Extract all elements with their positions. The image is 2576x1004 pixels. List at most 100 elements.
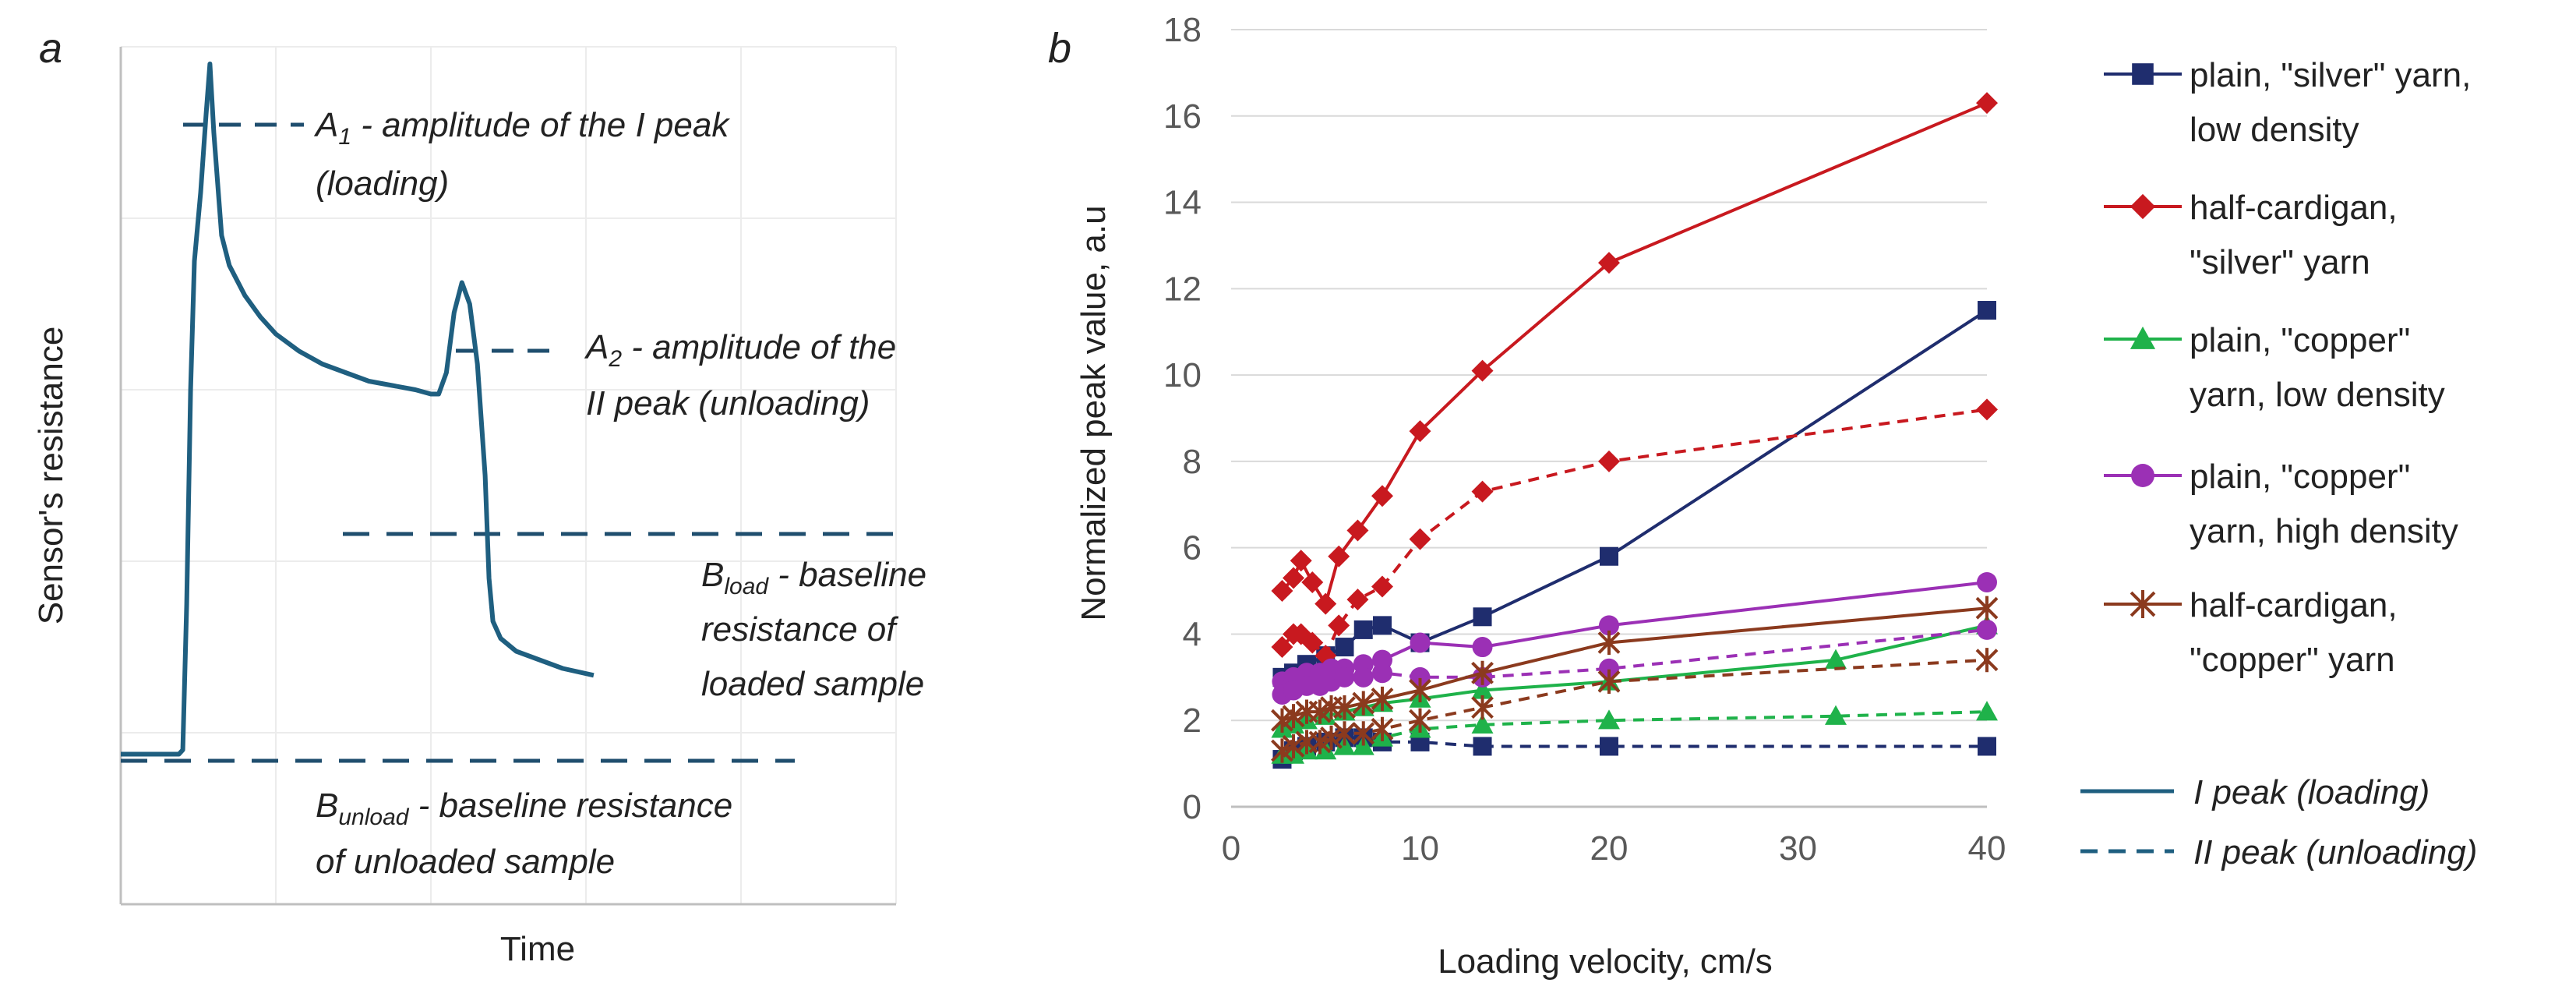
data-point xyxy=(1975,596,1999,620)
data-point xyxy=(1409,708,1431,733)
data-point xyxy=(1371,686,1394,712)
panel-b: b 0 2 4 6 8 10 12 14 16 18 0 10 20 30 40 Normalized p… xyxy=(1048,11,2477,981)
legend-entry-halfcardigan-copper: half-cardigan, "copper" yarn xyxy=(2104,586,2398,679)
data-point xyxy=(1333,695,1356,720)
bunload-annotation-line2: of unloaded sample xyxy=(316,843,615,881)
a1-annotation-line1: A1 - amplitude of the I peak xyxy=(313,106,730,150)
panel-b-x-tick-label: 0 xyxy=(1222,829,1240,868)
legend-label-line1: half-cardigan, xyxy=(2190,586,2398,624)
legend-label-line2: yarn, high density xyxy=(2190,512,2458,550)
legend-label-line1: plain, "copper" xyxy=(2190,321,2410,359)
series-halfcardigan-copper-peak-II xyxy=(1271,648,1999,763)
legend-label-line2: low density xyxy=(2190,111,2359,149)
panel-a-x-label: Time xyxy=(500,930,575,968)
data-point xyxy=(1314,592,1337,615)
data-point xyxy=(1328,614,1350,637)
a2-annotation-line1: A2 - amplitude of the xyxy=(584,328,896,372)
panel-b-y-tick-label: 2 xyxy=(1183,702,1202,740)
panel-b-x-tick-label: 20 xyxy=(1590,829,1629,868)
data-point xyxy=(1290,550,1312,572)
panel-b-x-tick-label: 10 xyxy=(1401,829,1439,868)
panel-a-signal-trace xyxy=(121,62,595,757)
data-point xyxy=(1409,420,1431,443)
data-point xyxy=(1372,663,1392,684)
bload-annotation-line1: Bload - baseline xyxy=(701,556,926,599)
series-line xyxy=(1280,101,1988,606)
a1-symbol: A xyxy=(313,106,338,144)
a2-subscript: 2 xyxy=(608,346,622,372)
legend-entry-halfcardigan-silver: half-cardigan, "silver" yarn xyxy=(2104,189,2398,281)
legend-marker xyxy=(2130,590,2156,618)
data-point xyxy=(1825,649,1847,669)
data-point xyxy=(1978,737,1996,756)
panel-a-y-label: Sensor's resistance xyxy=(32,327,70,625)
data-point xyxy=(1371,716,1394,741)
legend-entry-plain-copper-high: plain, "copper" yarn, high density xyxy=(2104,458,2458,550)
data-point xyxy=(1301,631,1324,654)
a1-text: - amplitude of the I peak xyxy=(351,106,730,144)
data-point xyxy=(1473,737,1492,756)
panel-b-x-label: Loading velocity, cm/s xyxy=(1438,942,1773,981)
data-point xyxy=(1409,528,1431,550)
data-point xyxy=(1977,571,1997,592)
data-point xyxy=(1598,709,1620,730)
data-point xyxy=(1825,705,1847,725)
legend-label-line1: plain, "copper" xyxy=(2190,458,2410,496)
panel-b-y-tick-label: 18 xyxy=(1163,11,1202,49)
a1-annotation-line2: (loading) xyxy=(316,164,449,203)
data-point xyxy=(1471,480,1494,503)
data-point xyxy=(1352,721,1375,746)
data-point xyxy=(1282,734,1305,759)
bload-subscript: load xyxy=(724,574,769,599)
data-point xyxy=(1978,301,1996,320)
data-point xyxy=(1283,567,1305,589)
data-point xyxy=(1352,691,1375,716)
bload-text: - baseline xyxy=(768,556,926,594)
data-point xyxy=(1471,713,1494,734)
data-point xyxy=(1600,737,1618,756)
data-point xyxy=(1975,648,1999,673)
legend-entry-plain-copper-low: plain, "copper" yarn, low density xyxy=(2104,321,2445,414)
series-halfcardigan-silver-peak-I xyxy=(1271,92,1998,615)
data-point xyxy=(1977,619,1997,640)
data-point xyxy=(1599,615,1619,636)
legend-label-line2: "silver" yarn xyxy=(2190,243,2370,281)
bunload-symbol: B xyxy=(316,787,338,825)
data-point xyxy=(1472,637,1493,658)
panel-b-x-tick-label: 30 xyxy=(1779,829,1817,868)
bunload-subscript: unload xyxy=(338,804,409,830)
panel-b-label: b xyxy=(1048,25,1071,72)
data-point xyxy=(1471,359,1494,382)
legend-marker xyxy=(2132,63,2154,85)
a2-annotation-line2: II peak (unloading) xyxy=(586,384,870,422)
panel-b-y-tick-label: 8 xyxy=(1183,443,1202,481)
data-point xyxy=(1410,632,1431,653)
a2-text: - amplitude of the xyxy=(622,328,896,366)
panel-b-y-tick-label: 10 xyxy=(1163,356,1202,394)
data-point xyxy=(1409,677,1431,703)
data-point xyxy=(1271,636,1293,659)
bload-symbol: B xyxy=(701,556,724,594)
panel-b-y-tick-label: 12 xyxy=(1163,270,1202,308)
data-point xyxy=(1353,620,1373,639)
panel-b-legend: plain, "silver" yarn, low density half-car… xyxy=(2080,56,2477,871)
panel-b-x-tick-label: 40 xyxy=(1968,829,2006,868)
legend-label-line2: "copper" yarn xyxy=(2190,641,2395,679)
a1-subscript: 1 xyxy=(338,124,351,150)
data-point xyxy=(1346,519,1369,542)
data-point xyxy=(1335,638,1354,657)
data-point xyxy=(1271,580,1293,603)
legend-entry-plain-silver-low: plain, "silver" yarn, low density xyxy=(2104,56,2471,149)
data-point xyxy=(1597,630,1621,656)
data-point xyxy=(1976,92,1998,115)
panel-b-series xyxy=(1271,92,1999,769)
data-point xyxy=(1597,669,1621,694)
data-point xyxy=(1320,725,1343,750)
data-point xyxy=(1328,545,1350,567)
data-point xyxy=(1301,571,1324,593)
data-point xyxy=(1353,666,1374,688)
data-point xyxy=(1976,398,1998,421)
panel-b-y-tick-label: 16 xyxy=(1163,97,1202,136)
legend-label-line1: plain, "silver" yarn, xyxy=(2190,56,2471,94)
